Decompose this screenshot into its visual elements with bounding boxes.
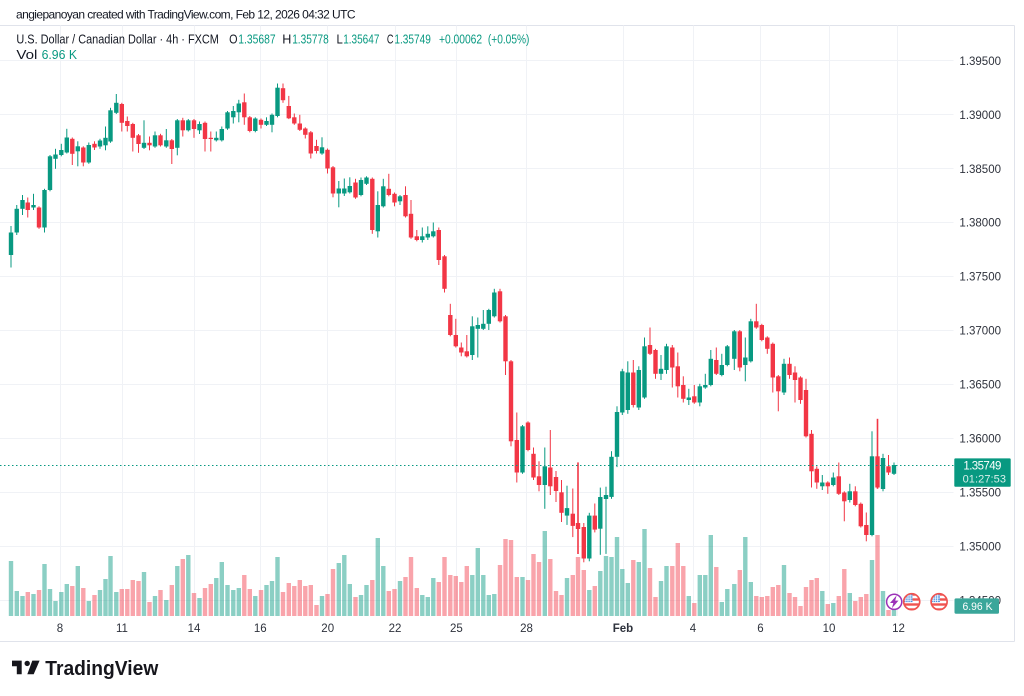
svg-text:1.39500: 1.39500 [959, 56, 1001, 68]
svg-text:C: C [387, 31, 394, 46]
svg-text:01:27:53: 01:27:53 [963, 474, 1006, 486]
svg-text:+0.00062: +0.00062 [439, 31, 482, 46]
svg-text:20: 20 [321, 623, 334, 635]
svg-text:10: 10 [823, 623, 836, 635]
svg-text:1.36000: 1.36000 [959, 434, 1001, 446]
svg-text:1.36500: 1.36500 [959, 380, 1001, 392]
svg-text:6.96 K: 6.96 K [963, 601, 994, 613]
svg-text:1.35500: 1.35500 [959, 488, 1001, 500]
svg-text:1.37500: 1.37500 [959, 272, 1001, 284]
svg-text:1.35687: 1.35687 [238, 31, 275, 46]
svg-text:4: 4 [690, 623, 697, 635]
svg-text:6.96 K: 6.96 K [42, 47, 78, 62]
svg-text:1.39000: 1.39000 [959, 110, 1001, 122]
svg-text:Feb: Feb [613, 623, 633, 635]
svg-text:22: 22 [389, 623, 402, 635]
svg-text:Vol: Vol [16, 47, 37, 62]
svg-text:(+0.05%): (+0.05%) [488, 31, 530, 46]
svg-text:1.35749: 1.35749 [963, 461, 1001, 473]
svg-text:1.35778: 1.35778 [292, 31, 329, 46]
svg-text:1.35000: 1.35000 [959, 541, 1001, 553]
svg-text:6: 6 [757, 623, 763, 635]
svg-text:28: 28 [520, 623, 533, 635]
svg-text:1.38500: 1.38500 [959, 164, 1001, 176]
svg-text:TradingView: TradingView [45, 658, 158, 680]
svg-text:1.37000: 1.37000 [959, 326, 1001, 338]
svg-text:U.S. Dollar / Canadian Dollar: U.S. Dollar / Canadian Dollar · 4h · FXC… [16, 31, 219, 46]
svg-text:1.35647: 1.35647 [343, 31, 379, 46]
svg-text:11: 11 [116, 623, 128, 635]
svg-text:25: 25 [450, 623, 463, 635]
svg-text:1.38000: 1.38000 [959, 218, 1001, 230]
svg-text:H: H [282, 31, 291, 46]
svg-text:angiepanoyan created with Trad: angiepanoyan created with TradingView.co… [16, 8, 356, 22]
svg-text:14: 14 [188, 623, 201, 635]
svg-text:L: L [337, 31, 343, 46]
svg-text:O: O [229, 31, 237, 46]
svg-text:1.35749: 1.35749 [394, 31, 431, 46]
svg-text:8: 8 [57, 623, 63, 635]
svg-text:16: 16 [254, 623, 267, 635]
svg-text:12: 12 [892, 623, 905, 635]
